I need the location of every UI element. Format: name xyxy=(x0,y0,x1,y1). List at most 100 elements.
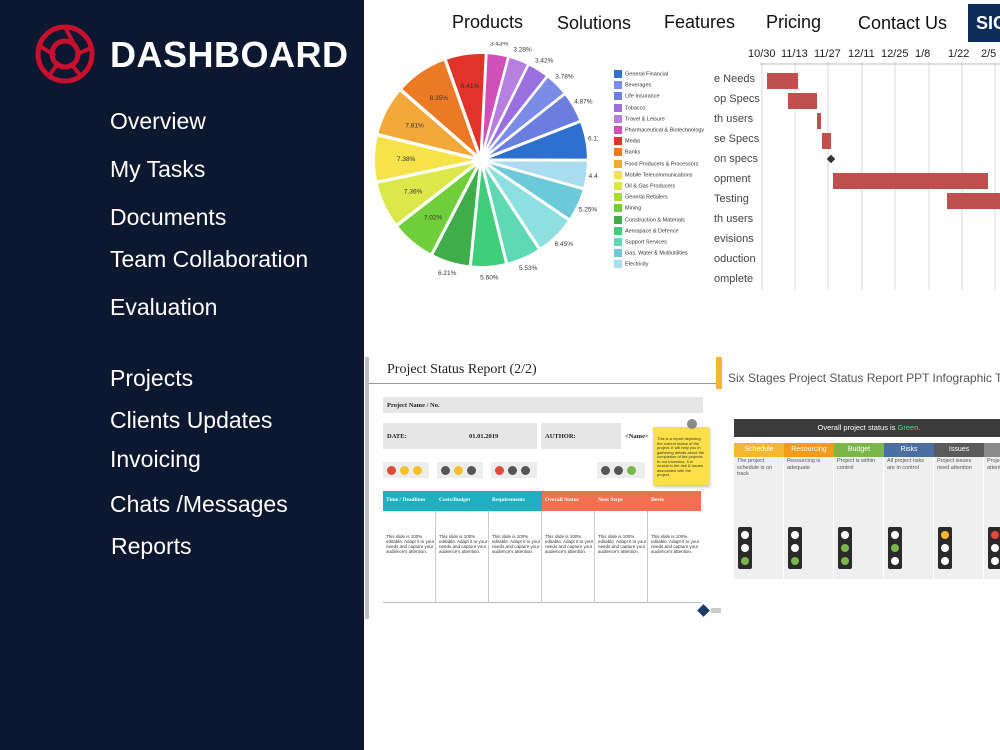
legend-item: Tobacco xyxy=(614,103,714,114)
sidebar-item-evaluation[interactable]: Evaluation xyxy=(110,294,218,320)
col-next-steps: Next Steps xyxy=(595,491,648,511)
sidebar-item-reports[interactable]: Reports xyxy=(111,533,192,559)
col-requirements: Requirements xyxy=(489,491,542,511)
legend-label: General Financial xyxy=(625,71,669,78)
gantt-task-label: opment xyxy=(714,173,751,185)
gantt-date-label: 11/13 xyxy=(781,48,808,60)
legend-label: Aerospace & Defence xyxy=(625,228,679,235)
stage-header: Resourcing xyxy=(784,443,834,457)
legend-swatch xyxy=(614,103,622,112)
legend-label: Media xyxy=(625,138,640,145)
legend-item: Aerospace & Defence xyxy=(614,226,714,237)
sidebar-item-team-collaboration[interactable]: Team Collaboration xyxy=(110,246,309,272)
legend-swatch xyxy=(614,226,622,235)
stage-header: Risks xyxy=(884,443,934,457)
sidebar-item-documents[interactable]: Documents xyxy=(110,204,227,230)
traffic-lamp xyxy=(941,544,949,552)
traffic-lamp xyxy=(741,557,749,565)
legend-swatch xyxy=(614,81,622,90)
gantt-date-label: 1/8 xyxy=(915,48,931,60)
date-row xyxy=(383,423,537,449)
report-title: Project Status Report (2/2) xyxy=(387,362,537,377)
traffic-lamp xyxy=(841,531,849,539)
traffic-lamp xyxy=(991,544,999,552)
pin-icon xyxy=(687,419,697,429)
legend-swatch xyxy=(614,114,622,123)
topnav-products[interactable]: Products xyxy=(452,12,524,32)
pie-slice-label: 7.02% xyxy=(424,215,443,222)
legend-label: Food Producers & Processors xyxy=(625,161,699,168)
pie-slice-label: 4.46% xyxy=(589,173,598,180)
sidebar-item-invoicing[interactable]: Invoicing xyxy=(110,446,201,472)
topnav-contact-us[interactable]: Contact Us xyxy=(858,13,948,33)
legend-swatch xyxy=(614,148,622,157)
pie-slice xyxy=(430,162,482,268)
legend-swatch xyxy=(614,238,622,246)
legend-label: Construction & Materials xyxy=(625,217,685,224)
legend-label: Mining xyxy=(625,205,642,212)
pie-slice-label: 3.78% xyxy=(555,74,574,81)
pie-slice-label: 8.35% xyxy=(430,95,449,102)
pie-slice xyxy=(469,162,508,268)
traffic-light-icon xyxy=(938,527,952,569)
sidebar-item-clients-updates[interactable]: Clients Updates xyxy=(110,407,273,433)
traffic-lamp xyxy=(841,544,849,552)
cell-text: This slide is 100% editable. Adapt it to… xyxy=(598,534,647,554)
gantt-date-label: 10/30 xyxy=(748,48,776,60)
diamond-icon xyxy=(697,604,710,617)
gray-dot-icon xyxy=(467,466,476,475)
pie-slice-label: 5.60% xyxy=(480,275,499,282)
pie-slice-label: 6.41% xyxy=(461,83,480,90)
traffic-lamp xyxy=(891,544,899,552)
topnav-pricing[interactable]: Pricing xyxy=(766,12,822,32)
col-time-deadlines: Time / Deadlines xyxy=(383,491,436,511)
six-stages-infographic: Six Stages Project Status Report PPT Inf… xyxy=(716,357,1000,587)
traffic-light-icon xyxy=(888,527,902,569)
sidebar-item-projects[interactable]: Projects xyxy=(110,365,194,391)
pie-slice-label: 5.53% xyxy=(519,265,538,272)
pie-chart-panel: 3.43% 3.28%3.42% 3.78% 4.87% 6.11% 4.46% 5.25%… xyxy=(368,42,714,292)
legend-label: General Retailers xyxy=(625,194,668,201)
traffic-lamp xyxy=(991,557,999,565)
overall-status-banner: Overall project status is Green. xyxy=(734,419,1000,437)
gantt-bar xyxy=(947,193,1000,209)
traffic-lamp xyxy=(891,557,899,565)
sidebar-item-overview[interactable]: Overview xyxy=(110,108,206,134)
legend-label: Pharmaceutical & Biotechnology xyxy=(625,127,705,134)
red-dot-icon xyxy=(495,466,504,475)
author-label: AUTHOR: xyxy=(545,433,576,440)
topnav-features[interactable]: Features xyxy=(664,12,736,32)
accent-bar xyxy=(716,357,722,389)
pie-slice xyxy=(399,58,482,161)
date-label: DATE: xyxy=(387,433,407,440)
pie-slice xyxy=(444,52,487,158)
traffic-lamp xyxy=(791,531,799,539)
pie-slice xyxy=(481,162,541,265)
gray-dot-icon xyxy=(614,466,623,475)
gantt-bar xyxy=(767,73,798,89)
pie-slice xyxy=(395,161,480,256)
yellow-dot-icon xyxy=(413,466,422,475)
stage-header: Budget xyxy=(834,443,884,457)
pie-slice xyxy=(375,160,479,227)
traffic-lamp xyxy=(741,531,749,539)
legend-swatch xyxy=(614,92,622,101)
traffic-light-icon xyxy=(988,527,1000,569)
sidebar-item-my-tasks[interactable]: My Tasks xyxy=(110,156,206,182)
date-value: 01.01.2019 xyxy=(469,433,499,440)
signup-button[interactable]: SIG xyxy=(968,4,1000,42)
topnav-solutions[interactable]: Solutions xyxy=(557,13,632,33)
legend-label: Electricity xyxy=(625,261,649,268)
traffic-lamp xyxy=(791,557,799,565)
traffic-lamp xyxy=(991,531,999,539)
pie-slice-label: 7.38% xyxy=(397,156,416,163)
pie-slice-label: 6.45% xyxy=(555,241,574,248)
project-name-row xyxy=(383,397,703,413)
project-status-report: Project Status Report (2/2) Project Name… xyxy=(365,357,721,619)
legend-label: Life Insurance xyxy=(625,93,660,100)
gantt-bar xyxy=(833,173,988,189)
legend-item: Mining xyxy=(614,204,714,214)
sidebar-item-chats-messages[interactable]: Chats /Messages xyxy=(110,491,288,517)
gantt-task-label: e Needs xyxy=(714,73,755,85)
pie-slice xyxy=(482,161,571,251)
